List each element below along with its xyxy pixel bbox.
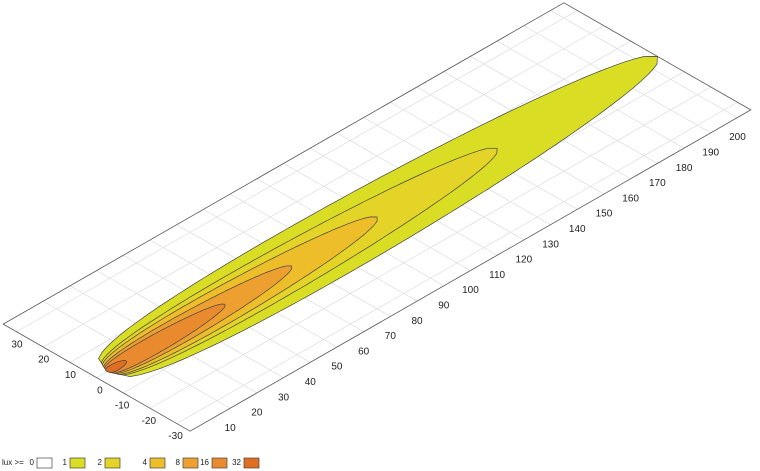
axes: 1020304050607080901001101201301401501601…	[11, 132, 746, 442]
legend: lux >= 0 1 2 4 8 16 32	[2, 457, 260, 469]
x-tick-label: 70	[385, 331, 397, 342]
legend-label: 2	[98, 458, 103, 467]
x-tick-label: 80	[411, 316, 423, 327]
plane-border	[2, 2, 752, 432]
y-tick-label: 20	[38, 355, 50, 366]
x-tick-label: 150	[596, 209, 613, 220]
legend-label: 1	[63, 458, 68, 467]
legend-label: 32	[232, 458, 241, 467]
y-tick-label: -10	[115, 401, 130, 412]
x-tick-label: 50	[331, 362, 343, 373]
grid-line	[149, 86, 711, 409]
x-tick-label: 40	[305, 377, 317, 388]
legend-label: 8	[176, 458, 181, 467]
x-tick-label: 30	[278, 392, 290, 403]
legend-label: 4	[143, 458, 148, 467]
legend-swatch	[104, 457, 121, 469]
legend-swatch	[182, 457, 199, 469]
x-tick-label: 140	[569, 224, 586, 235]
x-tick-label: 200	[729, 132, 746, 143]
y-tick-label: 30	[11, 339, 23, 350]
x-tick-label: 130	[542, 239, 559, 250]
legend-swatch	[36, 457, 53, 469]
grid-line	[43, 25, 605, 348]
x-tick-label: 100	[462, 285, 479, 296]
x-tick-label: 60	[358, 346, 370, 357]
legend-title: lux >=	[2, 458, 24, 467]
grid-line	[176, 101, 738, 424]
legend-swatch	[211, 457, 228, 469]
grid-line	[16, 10, 578, 333]
legend-swatch	[243, 457, 260, 469]
contours	[98, 56, 658, 377]
contour	[104, 303, 226, 374]
y-tick-label: -30	[168, 431, 183, 442]
x-tick-label: 10	[225, 423, 237, 434]
x-tick-label: 20	[251, 408, 263, 419]
legend-label: 16	[200, 458, 209, 467]
legend-label: 0	[30, 458, 35, 467]
x-tick-label: 190	[702, 147, 719, 158]
y-tick-label: 0	[97, 385, 103, 396]
x-tick-label: 90	[438, 300, 450, 311]
y-tick-label: -20	[142, 416, 157, 427]
contour	[105, 360, 127, 373]
legend-swatch	[69, 457, 86, 469]
x-tick-label: 170	[649, 178, 666, 189]
x-tick-label: 110	[489, 270, 505, 281]
x-tick-label: 120	[516, 255, 533, 266]
x-tick-label: 160	[622, 193, 639, 204]
x-tick-label: 180	[676, 163, 693, 174]
y-tick-label: 10	[65, 370, 77, 381]
legend-swatch	[149, 457, 166, 469]
